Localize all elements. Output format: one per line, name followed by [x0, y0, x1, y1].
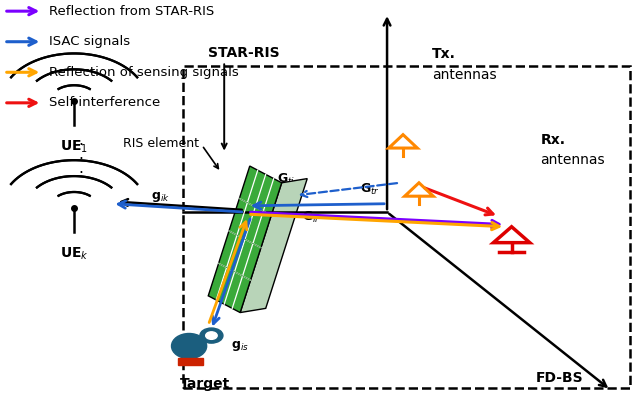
FancyBboxPatch shape — [177, 358, 203, 365]
Text: Self interference: Self interference — [49, 96, 160, 109]
Text: Target: Target — [180, 378, 230, 391]
Ellipse shape — [172, 333, 207, 359]
Text: antennas: antennas — [432, 68, 497, 81]
Circle shape — [200, 328, 223, 343]
Text: Rx.: Rx. — [540, 133, 565, 147]
Text: .
.
.: . . . — [78, 133, 83, 176]
Text: Reflection of sensing signals: Reflection of sensing signals — [49, 66, 238, 79]
Circle shape — [205, 332, 217, 339]
Text: ISAC signals: ISAC signals — [49, 35, 130, 48]
Text: Tx.: Tx. — [432, 47, 456, 61]
Text: $\mathbf{G}_{tr}$: $\mathbf{G}_{tr}$ — [360, 182, 380, 197]
Polygon shape — [208, 166, 282, 312]
Text: Reflection from STAR-RIS: Reflection from STAR-RIS — [49, 5, 214, 18]
Text: RIS element: RIS element — [123, 136, 198, 150]
Text: $\mathbf{G}_{ti}$: $\mathbf{G}_{ti}$ — [276, 172, 295, 187]
Text: UE$_k$: UE$_k$ — [60, 246, 88, 262]
Text: STAR-RIS: STAR-RIS — [207, 46, 279, 60]
Text: FD-BS: FD-BS — [536, 371, 583, 385]
Text: $\mathbf{g}_{is}$: $\mathbf{g}_{is}$ — [230, 339, 248, 353]
Polygon shape — [240, 178, 307, 312]
Text: antennas: antennas — [540, 153, 605, 168]
Text: $\mathbf{g}_{ik}$: $\mathbf{g}_{ik}$ — [151, 190, 170, 205]
Text: UE$_1$: UE$_1$ — [60, 139, 88, 155]
Text: $\mathbf{G}_{ir}$: $\mathbf{G}_{ir}$ — [302, 210, 321, 225]
